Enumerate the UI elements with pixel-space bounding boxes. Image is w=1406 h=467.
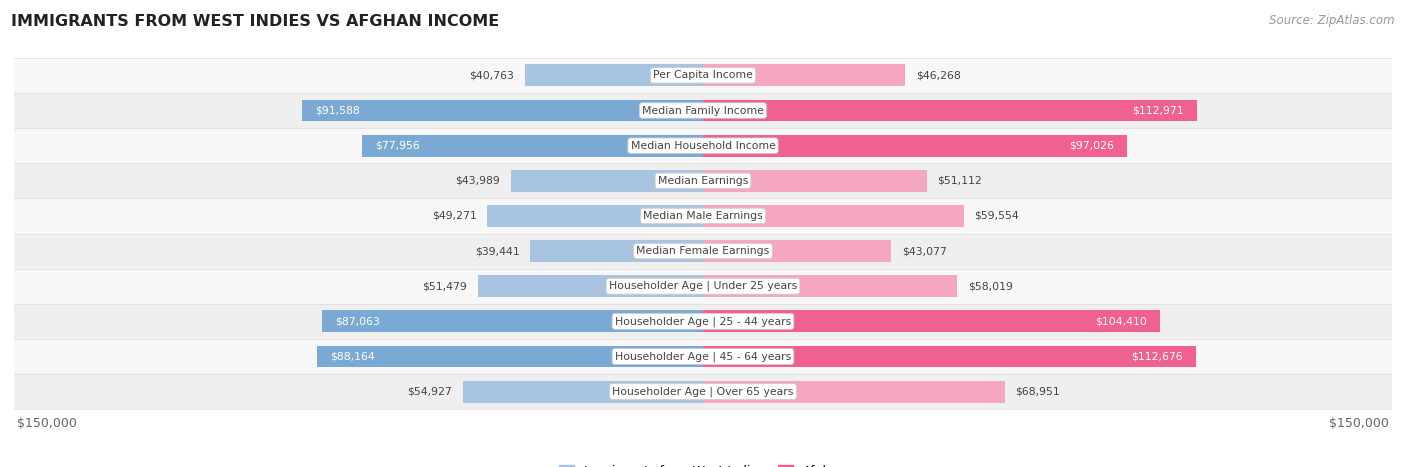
Bar: [14, 93, 1392, 128]
Bar: [510, 170, 703, 191]
Text: $91,588: $91,588: [315, 106, 360, 115]
Text: $43,077: $43,077: [903, 246, 948, 256]
Bar: [703, 205, 963, 227]
Text: Householder Age | Under 25 years: Householder Age | Under 25 years: [609, 281, 797, 291]
Bar: [703, 170, 927, 191]
Text: $40,763: $40,763: [468, 71, 513, 80]
Text: $68,951: $68,951: [1015, 387, 1060, 396]
Text: Median Household Income: Median Household Income: [630, 141, 776, 151]
Text: $59,554: $59,554: [974, 211, 1019, 221]
Bar: [703, 64, 905, 86]
Text: $58,019: $58,019: [967, 281, 1012, 291]
Bar: [703, 311, 1160, 332]
Bar: [703, 240, 891, 262]
Text: Median Male Earnings: Median Male Earnings: [643, 211, 763, 221]
Text: $97,026: $97,026: [1070, 141, 1115, 151]
Bar: [530, 240, 703, 262]
Text: $77,956: $77,956: [375, 141, 420, 151]
Text: $104,410: $104,410: [1095, 316, 1146, 326]
Bar: [14, 198, 1392, 234]
Text: $51,112: $51,112: [938, 176, 983, 186]
Text: $54,927: $54,927: [408, 387, 451, 396]
Text: $43,989: $43,989: [456, 176, 499, 186]
Bar: [14, 234, 1392, 269]
Bar: [478, 276, 703, 297]
Bar: [703, 346, 1197, 368]
Bar: [14, 339, 1392, 374]
Bar: [14, 163, 1392, 198]
Bar: [488, 205, 703, 227]
Bar: [322, 311, 703, 332]
Bar: [14, 128, 1392, 163]
Bar: [14, 269, 1392, 304]
Bar: [524, 64, 703, 86]
Legend: Immigrants from West Indies, Afghan: Immigrants from West Indies, Afghan: [554, 460, 852, 467]
Bar: [318, 346, 703, 368]
Text: $39,441: $39,441: [475, 246, 520, 256]
Text: Householder Age | 25 - 44 years: Householder Age | 25 - 44 years: [614, 316, 792, 326]
Bar: [463, 381, 703, 403]
Text: IMMIGRANTS FROM WEST INDIES VS AFGHAN INCOME: IMMIGRANTS FROM WEST INDIES VS AFGHAN IN…: [11, 14, 499, 29]
Bar: [302, 99, 703, 121]
Text: $87,063: $87,063: [335, 316, 380, 326]
Text: $112,676: $112,676: [1130, 352, 1182, 361]
Bar: [703, 381, 1005, 403]
Bar: [703, 135, 1128, 156]
Text: Per Capita Income: Per Capita Income: [652, 71, 754, 80]
Text: Householder Age | Over 65 years: Householder Age | Over 65 years: [612, 386, 794, 397]
Text: $112,971: $112,971: [1132, 106, 1184, 115]
Bar: [14, 374, 1392, 409]
Bar: [14, 58, 1392, 93]
Bar: [14, 304, 1392, 339]
Text: $51,479: $51,479: [422, 281, 467, 291]
Bar: [361, 135, 703, 156]
Text: $46,268: $46,268: [917, 71, 962, 80]
Text: Median Female Earnings: Median Female Earnings: [637, 246, 769, 256]
Bar: [703, 99, 1197, 121]
Text: $88,164: $88,164: [330, 352, 375, 361]
Text: Source: ZipAtlas.com: Source: ZipAtlas.com: [1270, 14, 1395, 27]
Text: Householder Age | 45 - 64 years: Householder Age | 45 - 64 years: [614, 351, 792, 362]
Text: Median Family Income: Median Family Income: [643, 106, 763, 115]
Text: $49,271: $49,271: [432, 211, 477, 221]
Bar: [703, 276, 957, 297]
Text: Median Earnings: Median Earnings: [658, 176, 748, 186]
